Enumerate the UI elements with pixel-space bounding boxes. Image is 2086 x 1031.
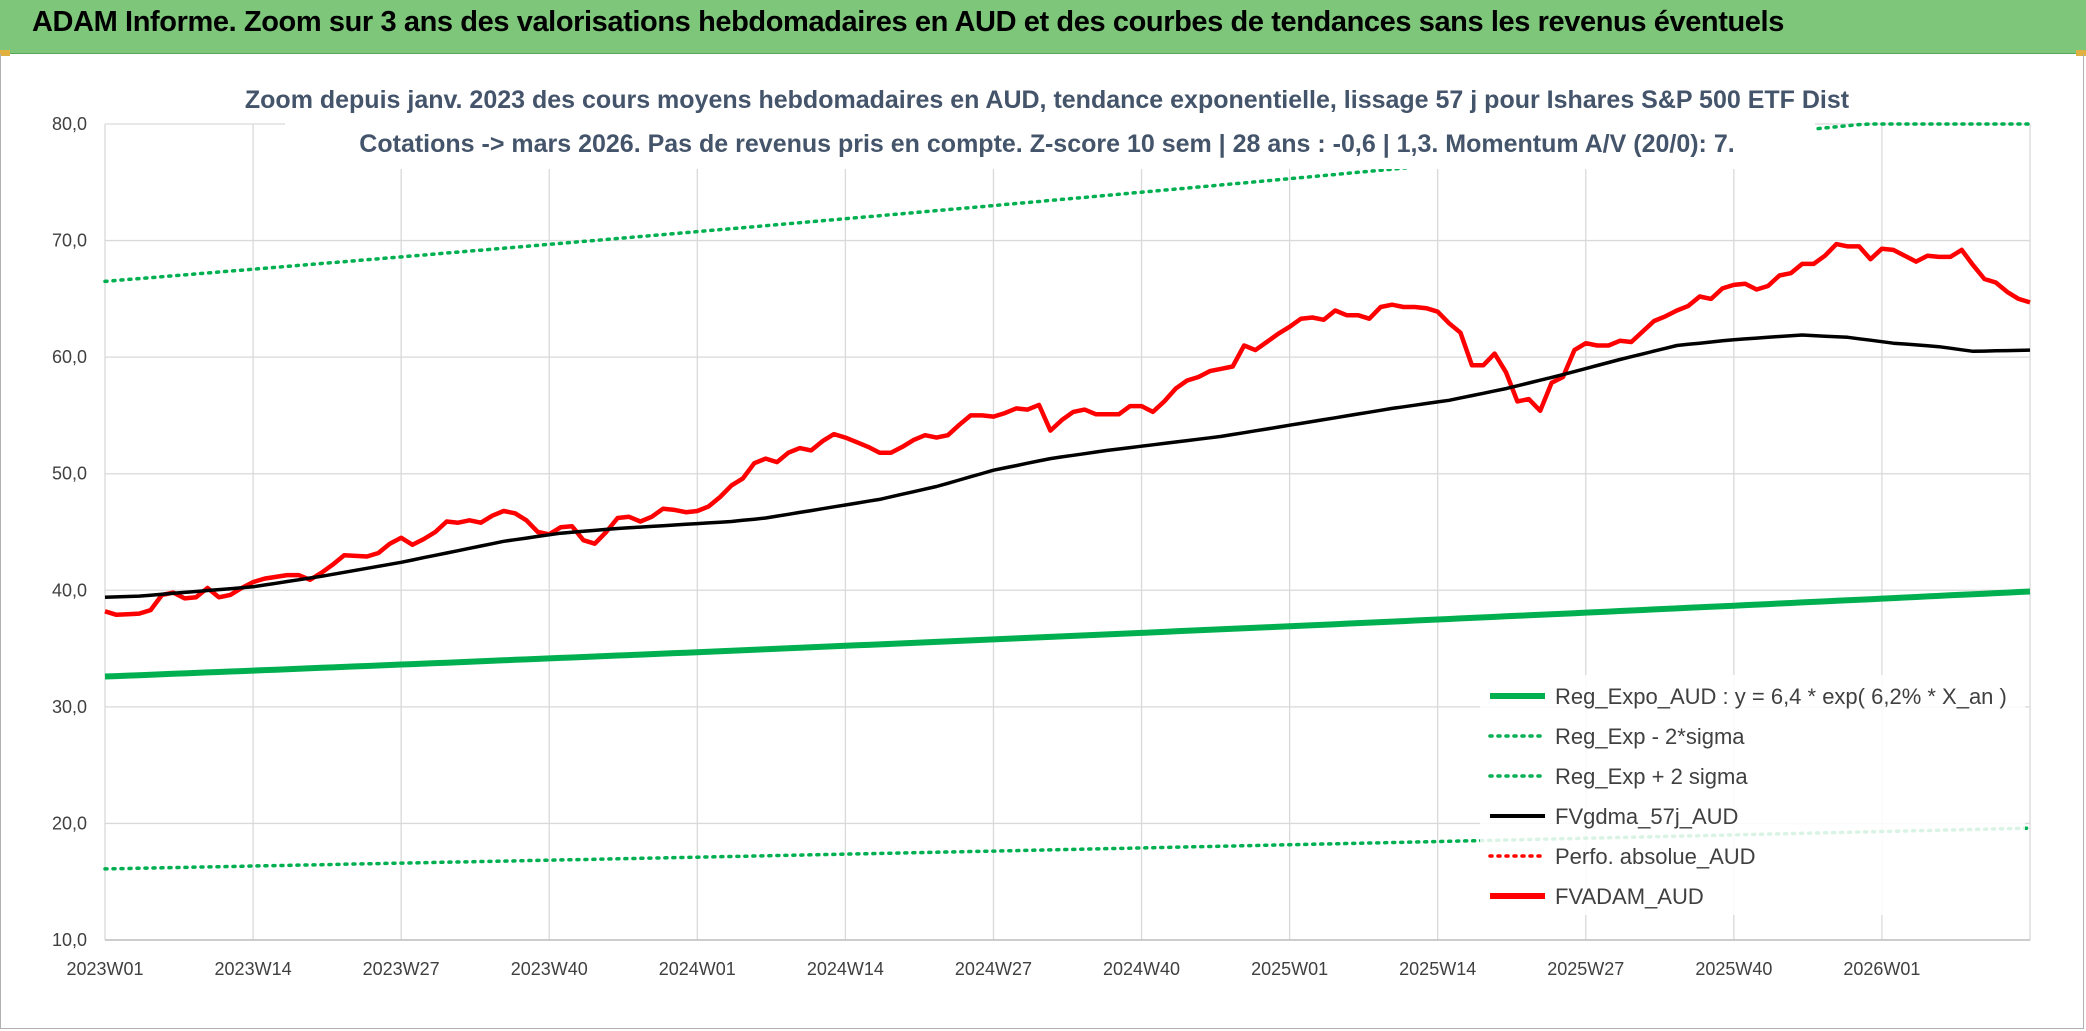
fvadam-line <box>104 241 2031 618</box>
y-tick-label: 10,0 <box>52 930 87 950</box>
y-tick-label: 80,0 <box>52 114 87 134</box>
title-background <box>285 79 1815 169</box>
x-tick-label: 2023W01 <box>66 959 143 979</box>
legend-label: Reg_Exp + 2 sigma <box>1555 764 1748 789</box>
y-tick-label: 50,0 <box>52 464 87 484</box>
banner-corner-right <box>2076 50 2086 56</box>
chart-legend: Reg_Expo_AUD : y = 6,4 * exp( 6,2% * X_a… <box>1480 675 2025 915</box>
x-tick-label: 2023W14 <box>215 959 292 979</box>
y-tick-label: 40,0 <box>52 580 87 600</box>
reg-exp-minus-2sigma-line <box>103 826 2032 871</box>
legend-label: FVgdma_57j_AUD <box>1555 804 1738 829</box>
x-tick-label: 2024W27 <box>955 959 1032 979</box>
x-tick-label: 2023W40 <box>511 959 588 979</box>
legend-label: Reg_Exp - 2*sigma <box>1555 724 1745 749</box>
title-banner: ADAM Informe. Zoom sur 3 ans des valoris… <box>0 0 2086 54</box>
page-title: ADAM Informe. Zoom sur 3 ans des valoris… <box>32 6 1784 38</box>
x-tick-label: 2024W40 <box>1103 959 1180 979</box>
y-tick-label: 70,0 <box>52 231 87 251</box>
legend-label: Reg_Expo_AUD : y = 6,4 * exp( 6,2% * X_a… <box>1555 684 2007 709</box>
x-tick-label: 2024W01 <box>659 959 736 979</box>
y-tick-label: 60,0 <box>52 347 87 367</box>
chart-title-line2: Cotations -> mars 2026. Pas de revenus p… <box>359 130 1734 158</box>
reg-expo-line <box>104 588 2031 680</box>
banner-corner-left <box>0 50 10 56</box>
x-tick-label: 2025W27 <box>1547 959 1624 979</box>
x-axis-ticks: 2023W01 2023W14 2023W27 2023W40 2024W01 2024W… <box>66 959 1920 979</box>
legend-background <box>1480 675 2025 915</box>
x-tick-label: 2023W27 <box>363 959 440 979</box>
y-tick-label: 30,0 <box>52 697 87 717</box>
legend-label: Perfo. absolue_AUD <box>1555 844 1756 869</box>
y-axis-ticks: 10,0 20,0 30,0 40,0 50,0 60,0 70,0 80,0 <box>52 114 87 950</box>
grid-lines <box>104 123 2031 941</box>
fvgdma-57j-line <box>104 333 2031 600</box>
x-tick-label: 2025W40 <box>1695 959 1772 979</box>
x-tick-label: 2024W14 <box>807 959 884 979</box>
x-tick-label: 2025W01 <box>1251 959 1328 979</box>
y-tick-label: 20,0 <box>52 813 87 833</box>
legend-label: FVADAM_AUD <box>1555 884 1704 909</box>
x-tick-label: 2025W14 <box>1399 959 1476 979</box>
x-tick-label: 2026W01 <box>1843 959 1920 979</box>
chart-title-line1: Zoom depuis janv. 2023 des cours moyens … <box>245 86 1850 114</box>
chart-frame <box>0 54 2084 1029</box>
